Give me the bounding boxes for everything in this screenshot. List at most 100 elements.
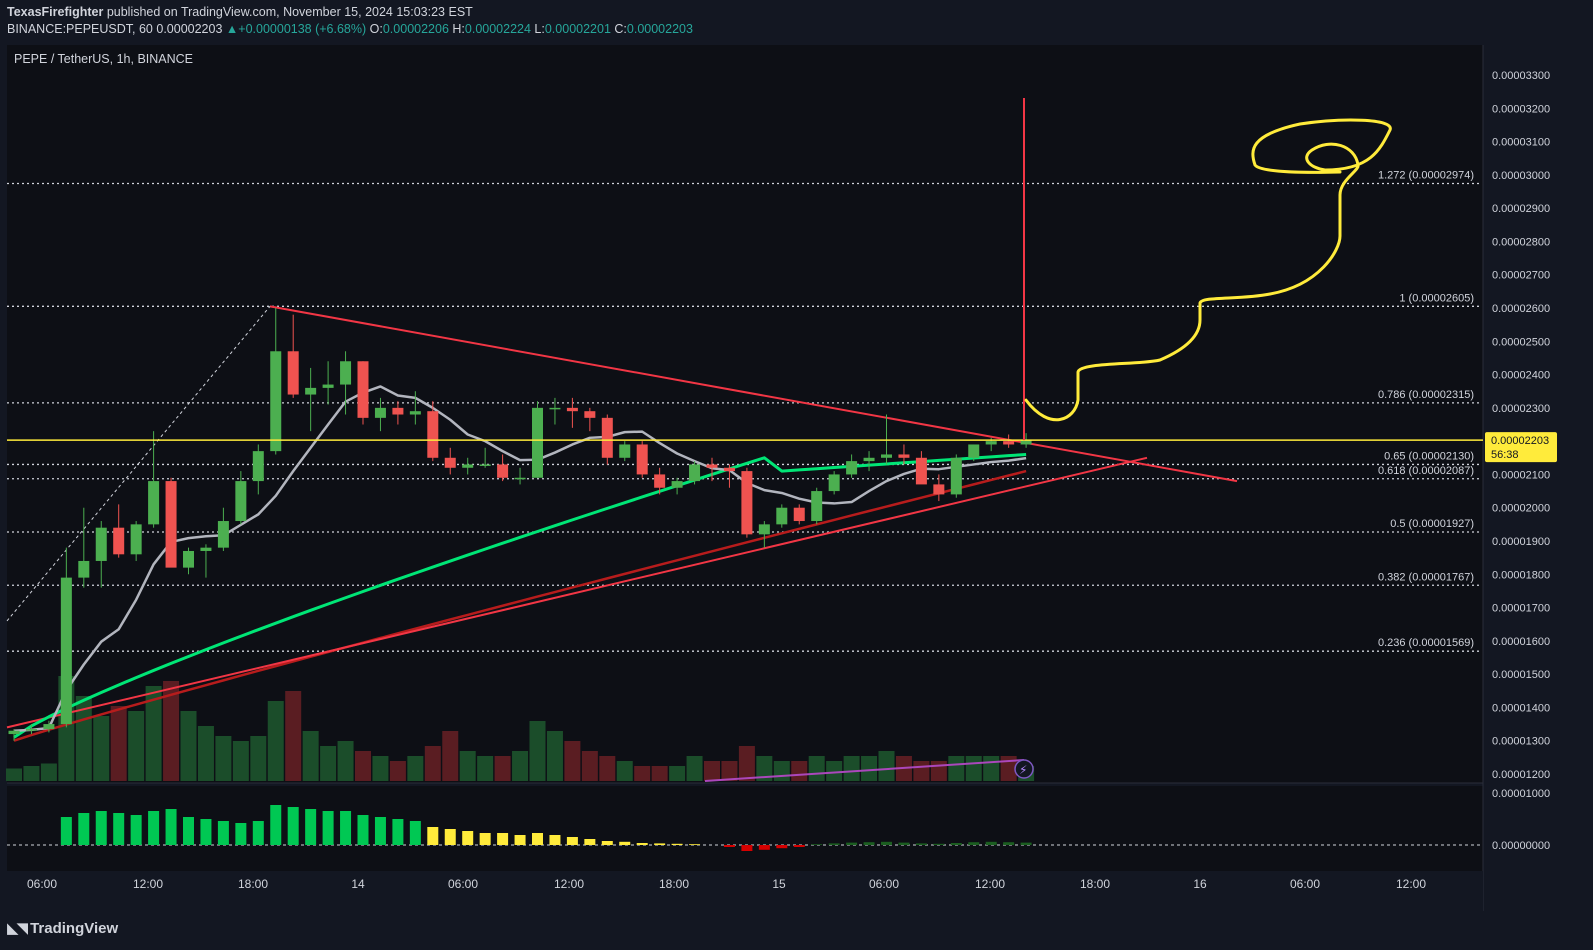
volume-bar xyxy=(477,756,494,781)
time-tick-label: 18:00 xyxy=(659,877,689,891)
oscillator-bar xyxy=(148,811,160,845)
price-tick-label: 0.00003100 xyxy=(1492,137,1550,149)
oscillator-tick-label: 0.00000000 xyxy=(1492,840,1550,852)
time-tick-label: 12:00 xyxy=(554,877,584,891)
volume-bar xyxy=(372,756,389,781)
symbol-legend: PEPE / TetherUS, 1h, BINANCE xyxy=(14,52,194,66)
candle-body xyxy=(165,481,177,568)
up-arrow-icon: ▲ xyxy=(225,22,239,36)
candle-body xyxy=(183,550,194,568)
fib-level-label: 1.272 (0.00002974) xyxy=(1378,170,1474,182)
price-tick-label: 0.00001400 xyxy=(1492,702,1550,714)
oscillator-bar xyxy=(78,813,90,845)
volume-bar xyxy=(546,731,563,781)
oscillator-bar xyxy=(793,845,805,847)
oscillator-bar xyxy=(915,843,927,845)
candle-body xyxy=(252,451,264,482)
time-tick-label: 06:00 xyxy=(448,877,478,891)
candle-body xyxy=(619,444,631,458)
publish-text: published on TradingView.com, November 1… xyxy=(106,5,473,19)
oscillator-bar xyxy=(60,817,72,845)
volume-bar xyxy=(791,761,808,781)
candle-body xyxy=(671,481,683,488)
fib-level-label: 0.236 (0.00001569) xyxy=(1378,637,1474,649)
candle-body xyxy=(741,471,753,535)
price-tick-label: 0.00003200 xyxy=(1492,103,1550,115)
volume-bar xyxy=(704,761,720,781)
time-tick-label: 06:00 xyxy=(27,877,57,891)
oscillator-bar xyxy=(427,827,439,845)
price-change: +0.00000138 (+6.68%) xyxy=(238,22,367,36)
volume-bar xyxy=(930,761,947,781)
oscillator-bar xyxy=(619,841,631,845)
candle-body xyxy=(846,461,858,475)
time-tick-label: 12:00 xyxy=(1396,877,1426,891)
candle-body xyxy=(689,464,701,482)
oscillator-bar xyxy=(549,835,561,845)
candle-body xyxy=(549,407,561,410)
volume-bar xyxy=(669,766,686,781)
volume-bar xyxy=(843,756,860,781)
volume-bar xyxy=(163,681,180,781)
candle-body xyxy=(584,411,596,418)
alert-icon xyxy=(1014,759,1034,779)
price-tick-label: 0.00002000 xyxy=(1492,503,1550,515)
volume-bar xyxy=(861,756,878,781)
oscillator-bar xyxy=(846,842,858,845)
candle-body xyxy=(78,560,90,578)
candle-body xyxy=(444,457,456,468)
time-tick-label: 16 xyxy=(1193,877,1207,891)
candle-body xyxy=(1003,441,1015,445)
close-label: C: xyxy=(614,22,627,36)
fib-level-label: 0.786 (0.00002315) xyxy=(1378,389,1474,401)
candle-body xyxy=(235,481,247,522)
oscillator-bar xyxy=(444,829,456,845)
close-value: 0.00002203 xyxy=(626,22,693,36)
oscillator-bar xyxy=(584,839,596,845)
oscillator-bar xyxy=(340,811,352,845)
resistance-trendline xyxy=(269,305,1238,483)
symbol-interval: BINANCE:PEPEUSDT, 60 xyxy=(7,22,153,36)
price-tick-label: 0.00001300 xyxy=(1492,736,1550,748)
open-value: 0.00002206 xyxy=(382,22,449,36)
price-tick-label: 0.00001700 xyxy=(1492,603,1550,615)
oscillator-bar xyxy=(950,843,962,845)
oscillator-bar xyxy=(200,819,212,845)
chart-canvas[interactable]: 0.00003300 0.00003200 0.00003100 0.00003000… xyxy=(0,40,1593,911)
oscillator-bar xyxy=(305,809,317,845)
candle-body xyxy=(985,441,997,445)
tradingview-logo-text: TradingView xyxy=(30,919,119,937)
time-axis-band xyxy=(7,871,1483,911)
fib-anchor-line xyxy=(6,306,271,622)
oscillator-bar xyxy=(863,842,875,845)
time-tick-label: 14 xyxy=(351,877,365,891)
oscillator-bar xyxy=(514,835,526,845)
fib-level-label: 0.618 (0.00002087) xyxy=(1378,465,1474,477)
candle-body xyxy=(793,507,805,522)
volume-bar xyxy=(616,761,633,781)
candle-body xyxy=(43,724,55,730)
projection-drawing xyxy=(1024,118,1392,422)
fib-level-label: 1 (0.00002605) xyxy=(1399,292,1474,304)
candle-body xyxy=(950,457,962,495)
volume-bar xyxy=(529,721,546,781)
oscillator-bar xyxy=(235,823,247,845)
oscillator-bar xyxy=(322,811,334,845)
candle-body xyxy=(811,491,823,522)
oscillator-bar xyxy=(689,844,701,845)
support-trendline xyxy=(6,456,1148,729)
volume-bar xyxy=(6,768,22,781)
volume-bar xyxy=(267,701,284,781)
author-name[interactable]: TexasFirefighter xyxy=(7,5,104,19)
price-panel xyxy=(7,45,1483,783)
candle-body xyxy=(863,457,875,462)
oscillator-bar xyxy=(287,807,299,845)
volume-bar xyxy=(40,763,57,781)
oscillator-bar xyxy=(654,843,666,845)
price-tick-label: 0.00002900 xyxy=(1492,203,1550,215)
volume-ma-line xyxy=(704,759,1025,782)
price-tick-label: 0.00002500 xyxy=(1492,336,1550,348)
candle-body xyxy=(706,464,718,468)
volume-bar xyxy=(599,756,616,781)
tradingview-logo[interactable]: ◣◥ TradingView xyxy=(7,919,119,938)
